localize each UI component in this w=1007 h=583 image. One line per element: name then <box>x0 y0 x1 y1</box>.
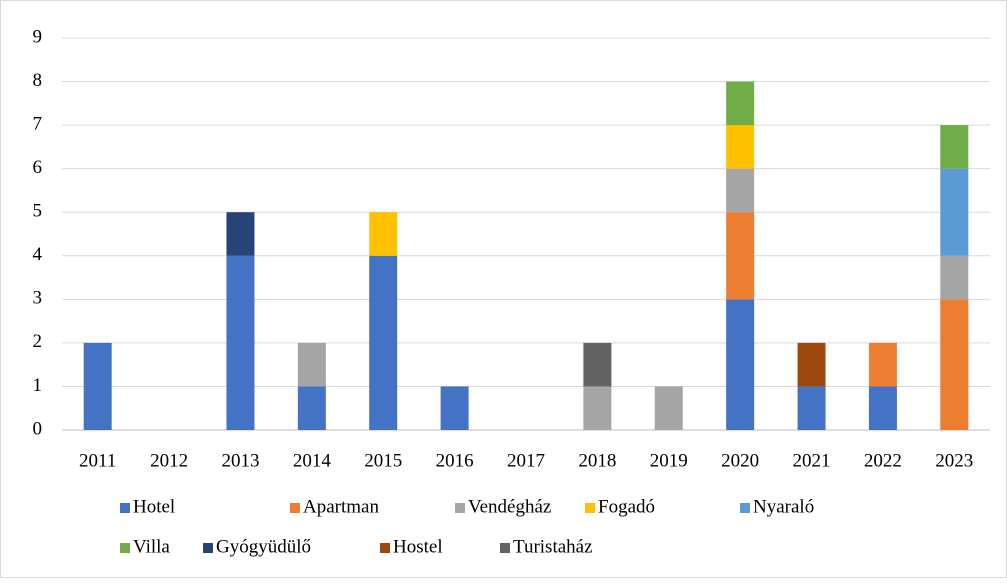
x-tick-label: 2011 <box>79 450 116 471</box>
bar-segment <box>226 255 255 430</box>
x-tick-label: 2020 <box>721 450 759 471</box>
x-tick-label: 2021 <box>793 450 831 471</box>
legend-swatch <box>455 503 465 513</box>
x-tick-label: 2022 <box>864 450 902 471</box>
bar-segment <box>654 386 683 430</box>
bar-segment <box>940 125 969 169</box>
legend-label: Apartman <box>303 496 379 517</box>
legend-label: Nyaraló <box>753 496 814 517</box>
legend-label: Fogadó <box>598 496 655 517</box>
y-tick-label: 9 <box>33 26 43 47</box>
y-tick-label: 1 <box>33 375 43 396</box>
y-tick-label: 2 <box>33 331 43 352</box>
y-tick-label: 0 <box>33 418 43 439</box>
bar-segment <box>369 212 398 256</box>
legend-swatch <box>740 503 750 513</box>
legend-swatch <box>380 543 390 553</box>
legend-label: Gyógyüdülő <box>216 536 311 557</box>
bar-segment <box>726 212 755 300</box>
bar-segment <box>440 386 469 430</box>
legend-label: Turistaház <box>513 536 593 557</box>
legend-label: Hostel <box>393 536 443 557</box>
bar-segment <box>797 342 826 387</box>
legend-label: Villa <box>133 536 170 557</box>
bar-segment <box>868 342 897 387</box>
x-tick-label: 2016 <box>436 450 474 471</box>
x-tick-label: 2017 <box>507 450 545 471</box>
x-tick-label: 2015 <box>364 450 402 471</box>
legend-swatch <box>203 543 213 553</box>
bar-segment <box>940 168 969 256</box>
bar-segment <box>583 386 612 430</box>
bar-segment <box>868 386 897 430</box>
legend-swatch <box>585 503 595 513</box>
bar-segment <box>797 386 826 430</box>
x-tick-label: 2019 <box>650 450 688 471</box>
bar-segment <box>369 255 398 430</box>
bar-segment <box>940 299 969 430</box>
legend-label: Vendégház <box>468 496 551 517</box>
y-tick-label: 6 <box>33 157 43 178</box>
legend-label: Hotel <box>133 496 175 517</box>
bar-segment <box>226 212 255 256</box>
legend-swatch <box>290 503 300 513</box>
y-tick-label: 5 <box>33 201 43 222</box>
y-tick-label: 8 <box>33 70 43 91</box>
bar-segment <box>297 386 326 430</box>
bar-segment <box>726 168 755 213</box>
x-tick-label: 2014 <box>293 450 332 471</box>
y-tick-label: 4 <box>33 244 43 265</box>
bar-segment <box>726 81 755 126</box>
x-tick-label: 2023 <box>935 450 973 471</box>
x-tick-label: 2013 <box>221 450 259 471</box>
bar-segment <box>940 255 969 300</box>
bar-segment <box>297 342 326 387</box>
x-tick-label: 2018 <box>578 450 616 471</box>
bar-segment <box>83 342 112 430</box>
bar-segment <box>583 342 612 387</box>
legend-swatch <box>500 543 510 553</box>
y-tick-label: 3 <box>33 288 43 309</box>
legend-swatch <box>120 503 130 513</box>
x-tick-label: 2012 <box>150 450 188 471</box>
bar-segment <box>726 299 755 430</box>
bar-segment <box>726 125 755 169</box>
y-tick-label: 7 <box>33 113 43 134</box>
legend-swatch <box>120 543 130 553</box>
